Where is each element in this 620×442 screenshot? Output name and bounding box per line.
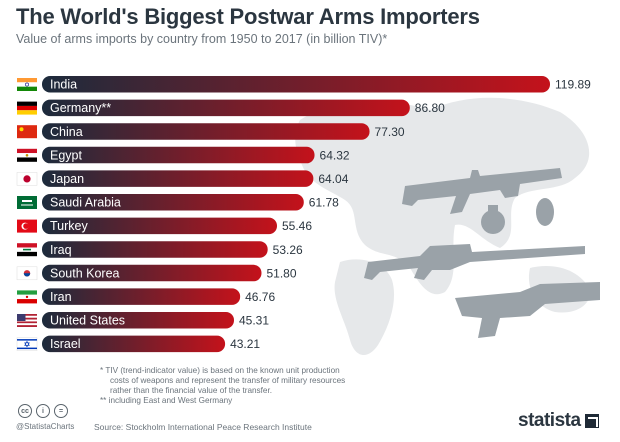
turkey-flag-icon <box>17 219 37 233</box>
india-flag-icon <box>17 78 37 91</box>
category-label: India <box>50 78 77 92</box>
grenade-top <box>488 205 498 211</box>
flags-group <box>16 78 38 351</box>
south-korea-flag-icon <box>16 266 38 281</box>
rifle-icon <box>402 168 562 214</box>
grenade-icon <box>481 210 505 234</box>
statista-logo[interactable]: statista <box>518 410 599 432</box>
category-label: Saudi Arabia <box>50 196 121 210</box>
creative-commons-icon[interactable]: cc <box>18 404 32 418</box>
value-label: 51.80 <box>266 266 296 280</box>
social-handle[interactable]: @StatistaCharts <box>16 422 75 431</box>
israel-flag-icon <box>16 337 38 351</box>
chart-subtitle: Value of arms imports by country from 19… <box>16 32 388 46</box>
bar <box>42 217 277 235</box>
bar <box>42 264 262 282</box>
brand-name: statista <box>518 410 581 431</box>
footnote-tiv-line-2: costs of weapons and represent the trans… <box>110 376 346 385</box>
value-label: 43.21 <box>230 337 260 351</box>
bar <box>42 335 226 353</box>
value-label: 64.04 <box>318 172 348 186</box>
attribution-icon[interactable]: i <box>36 404 50 418</box>
category-label: South Korea <box>50 266 120 280</box>
category-label: Egypt <box>50 148 82 162</box>
bars-group: India 119.89 Germany** 86.80 China 77.30 Egypt… <box>42 76 591 353</box>
launcher-icon <box>455 282 600 338</box>
footnote-tiv-line-1: * TIV (trend-indicator value) is based o… <box>100 366 340 375</box>
germany-flag-icon <box>17 101 37 115</box>
bar <box>42 146 315 164</box>
united-states-flag-icon <box>17 314 37 327</box>
category-label: Japan <box>50 172 84 186</box>
bar <box>42 123 370 140</box>
bar <box>42 194 304 211</box>
bar <box>42 99 410 117</box>
china-flag-icon <box>17 125 37 139</box>
category-label: Iraq <box>50 243 72 257</box>
bar <box>42 76 550 93</box>
sniper-rifle-icon <box>364 244 585 280</box>
no-derivatives-icon[interactable]: = <box>54 404 68 418</box>
category-label: Turkey <box>50 219 88 233</box>
japan-flag-icon <box>16 172 38 186</box>
license-icons: cc i = <box>18 404 68 418</box>
bar <box>42 170 314 187</box>
value-label: 64.32 <box>320 148 350 162</box>
value-label: 55.46 <box>282 219 312 233</box>
category-label: Germany** <box>50 101 111 115</box>
value-label: 53.26 <box>273 243 303 257</box>
value-label: 61.78 <box>309 196 339 210</box>
chart-title: The World's Biggest Postwar Arms Importe… <box>16 4 480 29</box>
value-label: 46.76 <box>245 290 275 304</box>
value-label: 86.80 <box>415 101 445 115</box>
footnote-tiv-line-3: rather than the financial value of the t… <box>110 386 273 395</box>
bar <box>42 241 268 258</box>
footnotes: * TIV (trend-indicator value) is based o… <box>100 366 430 406</box>
value-label: 119.89 <box>555 78 591 92</box>
statista-mark-icon <box>584 414 599 428</box>
source-note: Source: Stockholm International Peace Re… <box>94 422 312 432</box>
iraq-flag-icon <box>17 243 37 257</box>
egypt-flag-icon <box>17 148 37 162</box>
iran-flag-icon <box>17 290 37 304</box>
value-label: 45.31 <box>239 314 269 328</box>
category-label: United States <box>50 314 125 328</box>
category-label: Iran <box>50 290 72 304</box>
saudi-arabia-flag-icon <box>17 196 37 209</box>
bar <box>42 288 241 305</box>
world-map-south <box>334 259 395 356</box>
bar <box>42 312 234 329</box>
footnote-germany: ** including East and West Germany <box>100 396 233 405</box>
background-decoration <box>295 97 600 356</box>
value-label: 77.30 <box>375 125 405 139</box>
grenade-2-icon <box>536 198 554 226</box>
category-label: Israel <box>50 337 81 351</box>
category-label: China <box>50 125 83 139</box>
